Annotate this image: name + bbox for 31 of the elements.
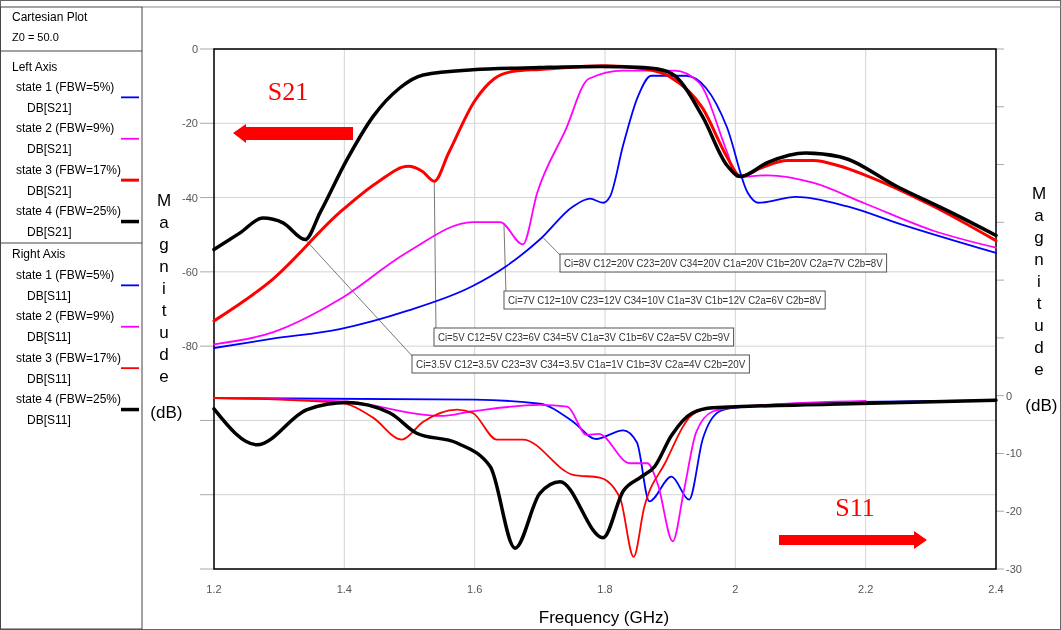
x-tick-label: 1.4 (336, 583, 352, 595)
text: Left Axis (12, 60, 58, 74)
text: Right Axis (12, 247, 66, 261)
x-tick-label: 2.2 (858, 583, 874, 595)
y-tick-label: -60 (182, 265, 198, 278)
y2-tick-label: -20 (1006, 505, 1022, 518)
x-tick-label: 1.8 (597, 583, 613, 595)
y-tick-label: -80 (182, 340, 198, 353)
legend-label: state 4 (FBW=25%) DB[S21] (16, 204, 122, 239)
x-tick-label: 2.4 (988, 583, 1004, 595)
annotation: Ci=5V C12=5V C23=6V C34=5V C1a=3V C1b=6V C2a=5V C2b=9V (438, 331, 755, 343)
y2-tick-label: -30 (1006, 563, 1022, 575)
y2-tick-label: -10 (1006, 447, 1022, 460)
x-tick-label: 1.6 (467, 583, 483, 595)
annotation: Ci=8V C12=20V C23=20V C34=20V C1a=20V C1b=20V C2a=7V C2b=8V (564, 257, 911, 269)
text: Cartesian Plot (12, 10, 89, 24)
x-axis-title: Frequency (GHz) (538, 608, 670, 627)
text: Z0 = 50.0 (12, 31, 59, 43)
annotation: Ci=7V C12=10V C23=12V C34=10V C1a=3V C1b=12V C2a=6V C2b=8V (508, 294, 849, 306)
annotation: S11 (835, 493, 875, 522)
annotation: Ci=3.5V C12=3.5V C23=3V C34=3.5V C1a=1V C1b=3V C2a=4V C2b=20V (416, 358, 766, 370)
x-tick-label: 2 (732, 583, 739, 595)
legend-label: state 4 (FBW=25%) DB[S11] (16, 392, 122, 427)
y-tick-label: -20 (182, 117, 198, 130)
text: Magnitude (dB) (150, 191, 183, 422)
text: Magnitude (dB) (1025, 184, 1058, 415)
y-tick-label: 0 (191, 43, 198, 55)
annotation: S21 (267, 77, 309, 106)
y-tick-label: -40 (182, 191, 198, 204)
y2-tick-label: 0 (1006, 389, 1013, 402)
x-tick-label: 1.2 (206, 583, 222, 595)
